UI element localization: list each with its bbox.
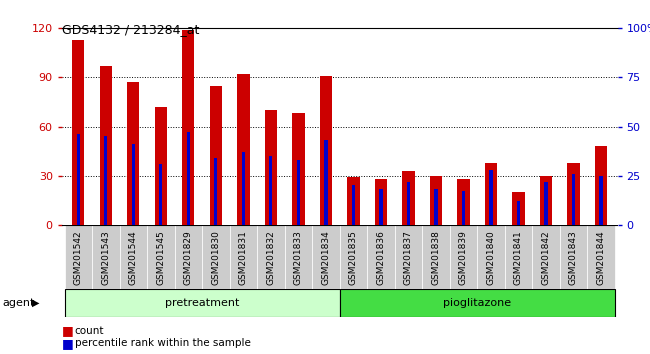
Bar [532,225,560,289]
Bar [296,160,300,225]
Bar [127,82,140,225]
Bar [175,225,202,289]
Bar [242,152,245,225]
Text: GSM201544: GSM201544 [129,230,138,285]
Bar [477,225,504,289]
Bar [595,146,607,225]
Bar [99,66,112,225]
Bar [265,110,277,225]
Bar [64,225,92,289]
Bar [132,144,135,225]
Bar [229,225,257,289]
Bar [367,225,395,289]
Bar [374,179,387,225]
Text: GSM201836: GSM201836 [376,230,385,285]
Bar [214,158,218,225]
Text: percentile rank within the sample: percentile rank within the sample [75,338,251,348]
Text: GSM201830: GSM201830 [211,230,220,285]
Bar [567,162,580,225]
Bar [572,174,575,225]
Text: GSM201840: GSM201840 [486,230,495,285]
Bar [504,225,532,289]
Bar [379,189,383,225]
Bar [320,76,332,225]
Bar [402,171,415,225]
Bar [155,107,167,225]
Bar [202,225,229,289]
Bar [159,164,162,225]
Bar [599,176,603,225]
Bar [422,225,450,289]
Bar [347,177,359,225]
Bar [450,225,477,289]
Text: GSM201831: GSM201831 [239,230,248,285]
Bar [457,179,469,225]
Text: GSM201838: GSM201838 [432,230,441,285]
Bar [237,74,250,225]
Text: ■: ■ [62,337,73,350]
Text: GSM201542: GSM201542 [73,230,83,285]
Text: pioglitazone: pioglitazone [443,298,512,308]
Bar [182,30,194,225]
Bar [210,86,222,225]
Bar [407,182,410,225]
Text: GSM201835: GSM201835 [349,230,358,285]
Bar [512,192,525,225]
Text: ■: ■ [62,325,73,337]
Bar [517,201,520,225]
Text: GSM201833: GSM201833 [294,230,303,285]
Text: GSM201832: GSM201832 [266,230,276,285]
Text: GSM201834: GSM201834 [321,230,330,285]
Text: GSM201844: GSM201844 [597,230,606,285]
Bar [462,192,465,225]
Text: GSM201842: GSM201842 [541,230,551,285]
Bar [104,136,107,225]
Bar [352,185,355,225]
Bar [540,176,552,225]
Bar [72,40,84,225]
Bar [485,162,497,225]
Bar [285,225,312,289]
Text: GSM201829: GSM201829 [184,230,193,285]
Bar [339,289,615,317]
Bar [312,225,339,289]
Bar [77,135,80,225]
Bar [560,225,587,289]
Bar [430,176,442,225]
Bar [587,225,615,289]
Bar [434,189,437,225]
Bar [544,182,547,225]
Bar [489,170,493,225]
Text: GSM201837: GSM201837 [404,230,413,285]
Text: ▶: ▶ [32,298,40,308]
Bar [64,289,339,317]
Bar [269,156,272,225]
Bar [339,225,367,289]
Text: GSM201545: GSM201545 [156,230,165,285]
Text: count: count [75,326,104,336]
Text: GSM201843: GSM201843 [569,230,578,285]
Bar [187,132,190,225]
Bar [147,225,175,289]
Bar [395,225,422,289]
Bar [120,225,147,289]
Text: pretreatment: pretreatment [165,298,239,308]
Bar [324,140,328,225]
Bar [257,225,285,289]
Bar [92,225,120,289]
Text: GDS4132 / 213284_at: GDS4132 / 213284_at [62,23,199,36]
Bar [292,113,305,225]
Text: GSM201839: GSM201839 [459,230,468,285]
Text: GSM201841: GSM201841 [514,230,523,285]
Text: GSM201543: GSM201543 [101,230,111,285]
Text: agent: agent [2,298,34,308]
